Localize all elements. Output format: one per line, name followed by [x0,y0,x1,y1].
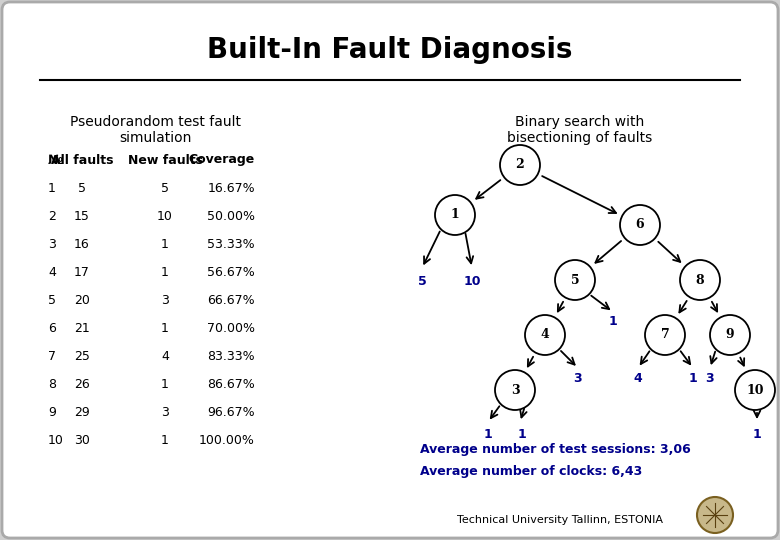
Text: 70.00%: 70.00% [207,321,255,334]
Text: 9: 9 [48,406,56,419]
Text: 21: 21 [74,321,90,334]
Circle shape [710,315,750,355]
Text: 1: 1 [518,428,527,441]
Text: 26: 26 [74,377,90,390]
Text: 1: 1 [161,377,169,390]
Text: 3: 3 [161,294,169,307]
Text: Built-In Fault Diagnosis: Built-In Fault Diagnosis [207,36,573,64]
Text: 86.67%: 86.67% [207,377,255,390]
Text: 3: 3 [161,406,169,419]
Text: 9: 9 [725,328,734,341]
Text: 10: 10 [48,434,64,447]
Text: 4: 4 [48,266,56,279]
Text: 83.33%: 83.33% [207,349,255,362]
Text: 16: 16 [74,238,90,251]
Text: 4: 4 [541,328,549,341]
Text: 50.00%: 50.00% [207,210,255,222]
Text: 1: 1 [161,321,169,334]
Text: 1: 1 [484,428,492,441]
Circle shape [435,195,475,235]
Circle shape [495,370,535,410]
Text: 10: 10 [746,383,764,396]
Text: 1: 1 [161,434,169,447]
Text: 17: 17 [74,266,90,279]
Text: New faults: New faults [127,153,203,166]
Text: 2: 2 [516,159,524,172]
Circle shape [645,315,685,355]
Text: 7: 7 [48,349,56,362]
Text: 5: 5 [571,273,580,287]
Text: 1: 1 [161,238,169,251]
Text: 5: 5 [48,294,56,307]
Text: 1: 1 [161,266,169,279]
Text: 6: 6 [48,321,56,334]
Text: Average number of test sessions: 3,06: Average number of test sessions: 3,06 [420,443,691,456]
Text: 2: 2 [48,210,56,222]
Circle shape [735,370,775,410]
Text: 1: 1 [689,372,697,385]
Text: 1: 1 [451,208,459,221]
Text: 5: 5 [417,275,427,288]
Text: 25: 25 [74,349,90,362]
Text: 8: 8 [48,377,56,390]
Text: 3: 3 [706,372,714,385]
Text: 66.67%: 66.67% [207,294,255,307]
Text: 5: 5 [78,181,86,194]
Text: All faults: All faults [51,153,113,166]
Text: 4: 4 [161,349,169,362]
Text: 53.33%: 53.33% [207,238,255,251]
Text: 10: 10 [463,275,480,288]
Text: 20: 20 [74,294,90,307]
Text: 4: 4 [633,372,643,385]
Circle shape [555,260,595,300]
Text: 96.67%: 96.67% [207,406,255,419]
Text: 3: 3 [573,372,583,385]
Text: 29: 29 [74,406,90,419]
Circle shape [680,260,720,300]
Text: Average number of clocks: 6,43: Average number of clocks: 6,43 [420,465,642,478]
Text: №: № [48,153,63,166]
Text: 1: 1 [48,181,56,194]
Text: 8: 8 [696,273,704,287]
Circle shape [525,315,565,355]
Circle shape [620,205,660,245]
Text: 30: 30 [74,434,90,447]
Text: Coverage: Coverage [189,153,255,166]
Text: 3: 3 [48,238,56,251]
Text: 7: 7 [661,328,669,341]
Text: 3: 3 [511,383,519,396]
Text: 16.67%: 16.67% [207,181,255,194]
Text: 5: 5 [161,181,169,194]
Text: 1: 1 [753,428,761,441]
Text: Technical University Tallinn, ESTONIA: Technical University Tallinn, ESTONIA [457,515,663,525]
Text: 10: 10 [157,210,173,222]
Circle shape [697,497,733,533]
Text: Binary search with
bisectioning of faults: Binary search with bisectioning of fault… [507,115,653,145]
Text: Pseudorandom test fault
simulation: Pseudorandom test fault simulation [69,115,240,145]
Text: 6: 6 [636,219,644,232]
Text: 56.67%: 56.67% [207,266,255,279]
Text: 15: 15 [74,210,90,222]
Circle shape [500,145,540,185]
Text: 100.00%: 100.00% [199,434,255,447]
Text: 1: 1 [608,315,618,328]
